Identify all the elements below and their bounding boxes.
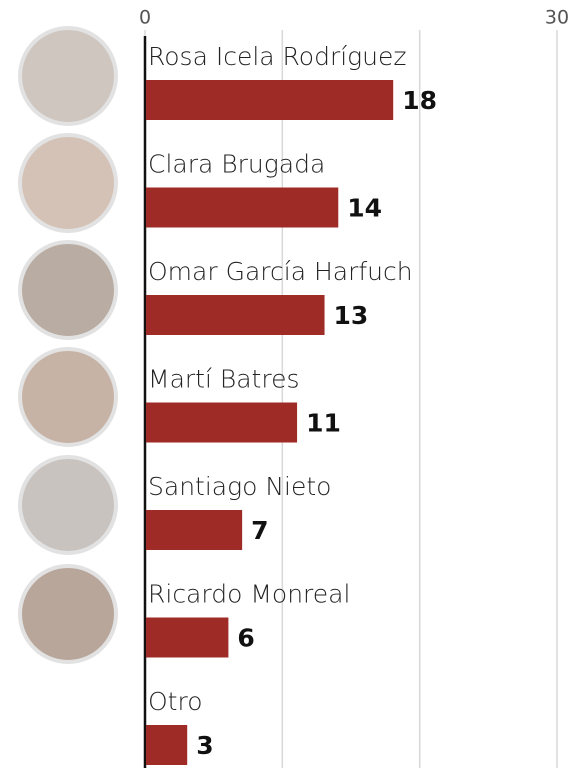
category-label: Ricardo Monreal bbox=[148, 580, 350, 609]
photo bbox=[18, 26, 118, 126]
bar bbox=[146, 80, 394, 120]
bar bbox=[146, 402, 298, 443]
bar bbox=[146, 725, 188, 765]
bar bbox=[146, 617, 229, 658]
value-label: 13 bbox=[334, 301, 369, 330]
photo bbox=[18, 240, 118, 340]
category-label: Rosa Icela Rodríguez bbox=[148, 42, 407, 71]
value-label: 3 bbox=[196, 731, 213, 760]
photo bbox=[18, 133, 118, 233]
value-label: 7 bbox=[251, 516, 268, 545]
bar bbox=[146, 187, 339, 228]
category-label: Otro bbox=[148, 687, 203, 716]
bar bbox=[146, 510, 243, 550]
bar bbox=[146, 295, 325, 335]
value-label: 18 bbox=[402, 86, 437, 115]
category-label: Omar García Harfuch bbox=[148, 257, 413, 286]
value-label: 6 bbox=[237, 624, 254, 653]
category-label: Clara Brugada bbox=[148, 150, 325, 179]
x-tick-label: 30 bbox=[545, 7, 568, 29]
photos bbox=[18, 26, 118, 664]
category-label: Santiago Nieto bbox=[148, 472, 331, 501]
x-tick-label: 0 bbox=[139, 7, 151, 29]
category-label: Martí Batres bbox=[148, 365, 300, 394]
photo bbox=[18, 564, 118, 664]
photo bbox=[18, 347, 118, 447]
value-label: 14 bbox=[347, 194, 382, 223]
value-label: 11 bbox=[306, 409, 341, 438]
photo bbox=[18, 455, 118, 555]
